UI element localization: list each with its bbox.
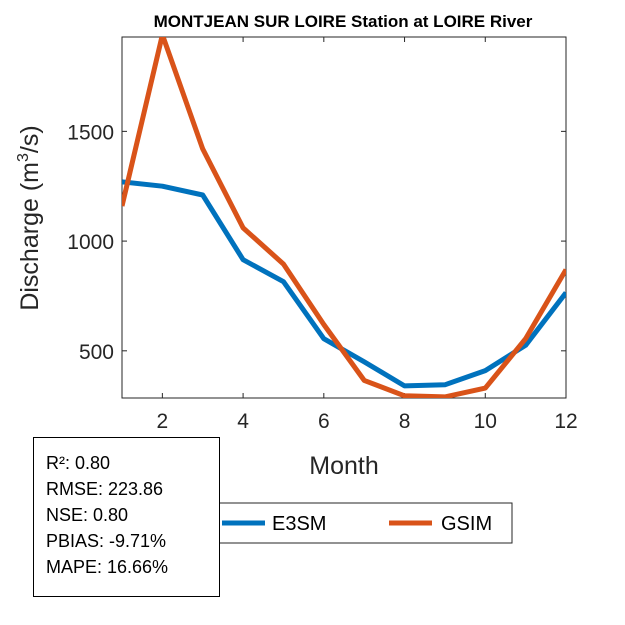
stat-mape: MAPE: 16.66% [46, 557, 169, 577]
stat-pbias: PBIAS: -9.71% [46, 531, 167, 551]
series-line-gsim [122, 37, 566, 398]
legend-label-e3sm: E3SM [272, 513, 326, 535]
stat-nse: NSE: 0.80 [46, 505, 129, 525]
x-tick-label: 8 [399, 410, 411, 433]
x-tick-label: 4 [237, 410, 249, 433]
plot-area [121, 36, 567, 399]
series-lines [122, 37, 566, 398]
legend-label-gsim: GSIM [441, 513, 492, 535]
x-tick-label: 12 [554, 410, 577, 433]
x-tick-label: 10 [474, 410, 497, 433]
stat-r2: R²: 0.80 [46, 453, 111, 473]
stat-rmse: RMSE: 223.86 [46, 479, 164, 499]
x-tick-label: 6 [318, 410, 330, 433]
x-tick-label: 2 [157, 410, 169, 433]
stats-box: R²: 0.80 RMSE: 223.86 NSE: 0.80 PBIAS: -… [33, 437, 220, 597]
y-tick-label: 1000 [67, 231, 114, 254]
axis-ticks: 2 4 6 8 10 12 500 1000 1500 [67, 37, 578, 433]
y-tick-label: 500 [79, 341, 114, 364]
x-axis-label: Month [309, 452, 378, 480]
y-axis-label: Discharge (m3/s) [15, 125, 44, 310]
chart-title: MONTJEAN SUR LOIRE Station at LOIRE Rive… [154, 12, 533, 31]
y-tick-label: 1500 [67, 121, 114, 144]
